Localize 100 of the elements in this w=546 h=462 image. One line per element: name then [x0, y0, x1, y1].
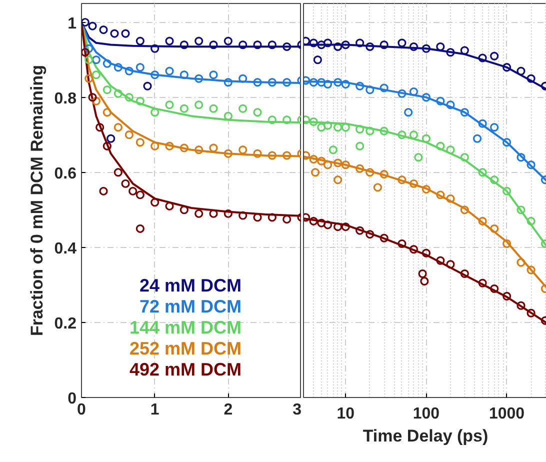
- point: [224, 78, 232, 87]
- point: [136, 62, 144, 72]
- point: [180, 144, 188, 152]
- point: [102, 142, 112, 150]
- point: [82, 48, 90, 57]
- point: [194, 36, 204, 46]
- point: [209, 40, 218, 50]
- point: [84, 74, 94, 83]
- point: [209, 70, 218, 80]
- point: [194, 146, 204, 154]
- y-tick-label: 0.6: [54, 165, 77, 182]
- x-tick-label: 2: [224, 402, 233, 418]
- point: [136, 96, 144, 106]
- point: [282, 78, 292, 87]
- point: [102, 86, 112, 94]
- point: [150, 44, 160, 53]
- x-tick-label: 10: [336, 406, 355, 422]
- point: [121, 29, 130, 38]
- point: [114, 89, 122, 98]
- point: [114, 62, 122, 72]
- point: [165, 100, 174, 110]
- point: [282, 116, 292, 124]
- x-tick-label: 1: [150, 402, 160, 418]
- point: [282, 151, 292, 160]
- point: [121, 179, 130, 188]
- x-axis-title: Time Delay (ps): [362, 426, 488, 446]
- point: [238, 146, 248, 154]
- point: [180, 70, 188, 80]
- point: [165, 142, 174, 150]
- point: [268, 116, 276, 124]
- point: [96, 123, 104, 132]
- point: [268, 40, 276, 50]
- point: [88, 93, 97, 102]
- point: [92, 96, 100, 106]
- x-tick-label: 100: [412, 406, 440, 422]
- point: [165, 202, 174, 210]
- point: [253, 108, 262, 117]
- point: [114, 123, 122, 132]
- point: [165, 66, 174, 76]
- point: [238, 211, 248, 220]
- point: [238, 40, 248, 50]
- point: [102, 108, 112, 117]
- point: [124, 66, 134, 76]
- x-tick-label: 3: [292, 402, 302, 418]
- point: [88, 22, 97, 30]
- point: [92, 55, 100, 64]
- point: [110, 29, 119, 38]
- point: [194, 74, 204, 83]
- point: [224, 149, 232, 158]
- point: [150, 142, 160, 150]
- point: [150, 198, 160, 207]
- point: [99, 186, 108, 196]
- point: [253, 149, 262, 158]
- point: [224, 36, 232, 46]
- point: [165, 36, 174, 46]
- point: [224, 209, 232, 218]
- x-tick-label: 1000: [489, 406, 525, 422]
- point: [150, 108, 160, 117]
- point: [82, 18, 90, 27]
- y-tick-label: 1: [68, 15, 77, 32]
- text: 144 mM DCM: [129, 318, 242, 338]
- point: [84, 55, 94, 64]
- point: [114, 168, 122, 177]
- point: [99, 25, 108, 34]
- y-tick-label: 0.4: [54, 240, 77, 258]
- point: [128, 186, 138, 196]
- point: [92, 70, 100, 80]
- point: [150, 70, 160, 80]
- point: [209, 144, 218, 152]
- y-tick-label: 0.2: [54, 315, 77, 332]
- point: [136, 138, 144, 147]
- y-tick-label: 0.8: [54, 90, 77, 108]
- point: [268, 151, 276, 160]
- point: [124, 93, 134, 102]
- point: [194, 209, 204, 218]
- point: [268, 78, 276, 87]
- point: [84, 44, 94, 53]
- text: 24 mM DCM: [139, 276, 242, 296]
- y-axis-title: Fraction of 0 mM DCM Remaining: [27, 64, 46, 336]
- point: [209, 209, 218, 218]
- point: [136, 36, 144, 46]
- text: 492 mM DCM: [129, 360, 242, 380]
- point: [253, 40, 262, 50]
- point: [194, 100, 204, 110]
- point: [124, 130, 134, 140]
- text: 72 mM DCM: [139, 296, 242, 316]
- point: [238, 104, 248, 113]
- point: [143, 82, 152, 90]
- point: [180, 104, 188, 113]
- point: [282, 42, 292, 51]
- point: [253, 78, 262, 87]
- point: [136, 224, 144, 233]
- point: [238, 74, 248, 83]
- point: [106, 134, 116, 143]
- y-tick-label: 0: [68, 390, 77, 408]
- point: [136, 190, 144, 200]
- text: 252 mM DCM: [129, 338, 242, 358]
- point: [102, 59, 112, 68]
- point: [180, 206, 188, 214]
- point: [180, 40, 188, 50]
